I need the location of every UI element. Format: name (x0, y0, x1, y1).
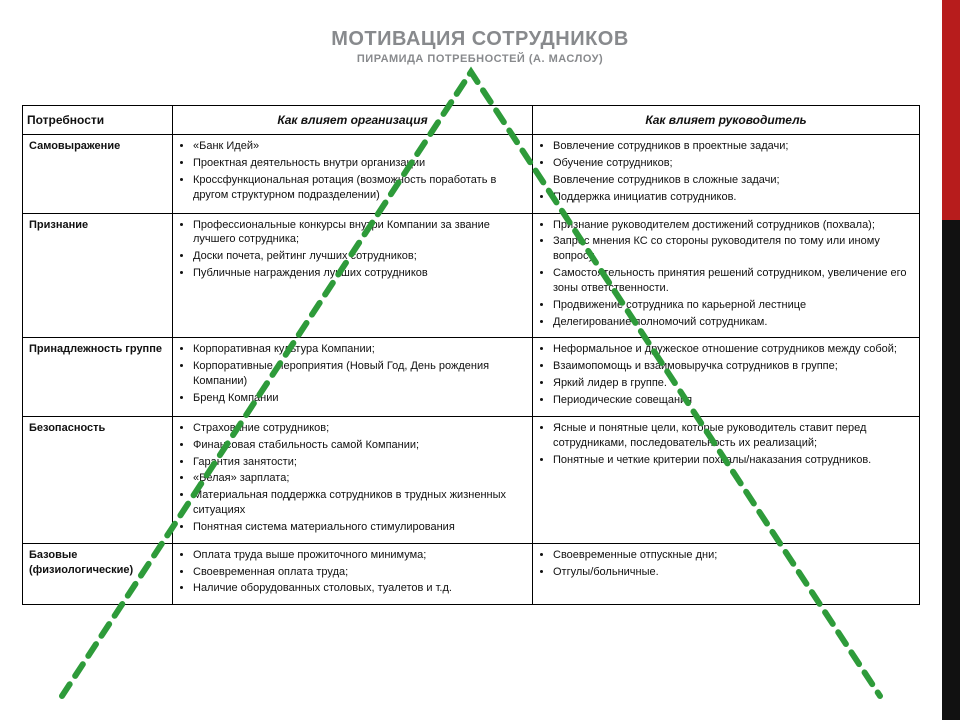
header-org: Как влияет организация (173, 106, 533, 135)
org-cell: Оплата труда выше прожиточного минимума;… (173, 543, 533, 605)
header-needs: Потребности (23, 106, 173, 135)
mgr-cell: Признание руководителем достижений сотру… (533, 213, 920, 338)
list-item: Корпоративные мероприятия (Новый Год, Де… (193, 359, 526, 389)
table-row: Признание Профессиональные конкурсы внутр… (23, 213, 920, 338)
list-item: Страхование сотрудников; (193, 421, 526, 436)
mgr-cell: Ясные и понятные цели, которые руководит… (533, 416, 920, 543)
table-header-row: Потребности Как влияет организация Как в… (23, 106, 920, 135)
table-row: Принадлежность группеКорпоративная культ… (23, 338, 920, 416)
list-item: Профессиональные конкурсы внутри Компани… (193, 218, 526, 248)
mgr-list: Признание руководителем достижений сотру… (539, 218, 913, 330)
header-mgr: Как влияет руководитель (533, 106, 920, 135)
list-item: Периодические совещания (553, 393, 913, 408)
list-item: Наличие оборудованных столовых, туалетов… (193, 581, 526, 596)
list-item: Запрос мнения КС со стороны руководителя… (553, 234, 913, 264)
list-item: Вовлечение сотрудников в сложные задачи; (553, 173, 913, 188)
org-list: «Банк Идей» Проектная деятельность внутри… (179, 139, 526, 202)
org-cell: Страхование сотрудников; Финансовая стаби… (173, 416, 533, 543)
need-label: Признание (23, 213, 173, 338)
table-row: Базовые (физиологические)Оплата труда вы… (23, 543, 920, 605)
mgr-list: Своевременные отпускные дни; Отгулы/больн… (539, 548, 913, 580)
table-row: Самовыражение «Банк Идей» Проектная деятел… (23, 135, 920, 213)
page-subtitle: ПИРАМИДА ПОТРЕБНОСТЕЙ (А. МАСЛОУ) (0, 53, 960, 65)
list-item: Понятные и четкие критерии похвалы/наказ… (553, 453, 913, 468)
list-item: Обучение сотрудников; (553, 156, 913, 171)
list-item: Взаимопомощь и взаимовыручка сотрудников… (553, 359, 913, 374)
need-label: Самовыражение (23, 135, 173, 213)
need-label: Безопасность (23, 416, 173, 543)
list-item: Доски почета, рейтинг лучших сотрудников… (193, 249, 526, 264)
list-item: Отгулы/больничные. (553, 565, 913, 580)
mgr-list: Неформальное и дружеское отношение сотру… (539, 342, 913, 407)
org-cell: «Банк Идей» Проектная деятельность внутри… (173, 135, 533, 213)
list-item: Публичные награждения лучших сотрудников (193, 266, 526, 281)
mgr-cell: Своевременные отпускные дни; Отгулы/больн… (533, 543, 920, 605)
table-row: Безопасность Страхование сотрудников; Фина… (23, 416, 920, 543)
table-body: Самовыражение «Банк Идей» Проектная деятел… (23, 135, 920, 605)
list-item: Признание руководителем достижений сотру… (553, 218, 913, 233)
maslow-table-wrap: Потребности Как влияет организация Как в… (22, 105, 920, 605)
mgr-list: Ясные и понятные цели, которые руководит… (539, 421, 913, 468)
list-item: Кроссфункциональная ротация (возможность… (193, 173, 526, 203)
mgr-cell: Вовлечение сотрудников в проектные задач… (533, 135, 920, 213)
list-item: «Белая» зарплата; (193, 471, 526, 486)
title-block: МОТИВАЦИЯ СОТРУДНИКОВ ПИРАМИДА ПОТРЕБНОС… (0, 0, 960, 65)
page-title: МОТИВАЦИЯ СОТРУДНИКОВ (0, 28, 960, 51)
list-item: Бренд Компании (193, 391, 526, 406)
org-list: Профессиональные конкурсы внутри Компани… (179, 218, 526, 281)
list-item: Неформальное и дружеское отношение сотру… (553, 342, 913, 357)
org-cell: Корпоративная культура Компании; Корпорат… (173, 338, 533, 416)
list-item: Поддержка инициатив сотрудников. (553, 190, 913, 205)
list-item: Своевременная оплата труда; (193, 565, 526, 580)
need-label: Принадлежность группе (23, 338, 173, 416)
list-item: Своевременные отпускные дни; (553, 548, 913, 563)
list-item: Гарантия занятости; (193, 455, 526, 470)
list-item: Ясные и понятные цели, которые руководит… (553, 421, 913, 451)
list-item: Материальная поддержка сотрудников в тру… (193, 488, 526, 518)
list-item: Корпоративная культура Компании; (193, 342, 526, 357)
mgr-cell: Неформальное и дружеское отношение сотру… (533, 338, 920, 416)
accent-right-bar (942, 0, 960, 720)
list-item: Понятная система материального стимулиро… (193, 520, 526, 535)
org-cell: Профессиональные конкурсы внутри Компани… (173, 213, 533, 338)
mgr-list: Вовлечение сотрудников в проектные задач… (539, 139, 913, 204)
list-item: Оплата труда выше прожиточного минимума; (193, 548, 526, 563)
org-list: Корпоративная культура Компании; Корпорат… (179, 342, 526, 405)
list-item: Яркий лидер в группе. (553, 376, 913, 391)
list-item: Самостоятельность принятия решений сотру… (553, 266, 913, 296)
org-list: Страхование сотрудников; Финансовая стаби… (179, 421, 526, 535)
need-label: Базовые (физиологические) (23, 543, 173, 605)
list-item: Финансовая стабильность самой Компании; (193, 438, 526, 453)
list-item: Делегирование полномочий сотрудникам. (553, 315, 913, 330)
org-list: Оплата труда выше прожиточного минимума;… (179, 548, 526, 597)
list-item: Продвижение сотрудника по карьерной лест… (553, 298, 913, 313)
list-item: Вовлечение сотрудников в проектные задач… (553, 139, 913, 154)
maslow-table: Потребности Как влияет организация Как в… (22, 105, 920, 605)
list-item: «Банк Идей» (193, 139, 526, 154)
list-item: Проектная деятельность внутри организаци… (193, 156, 526, 171)
